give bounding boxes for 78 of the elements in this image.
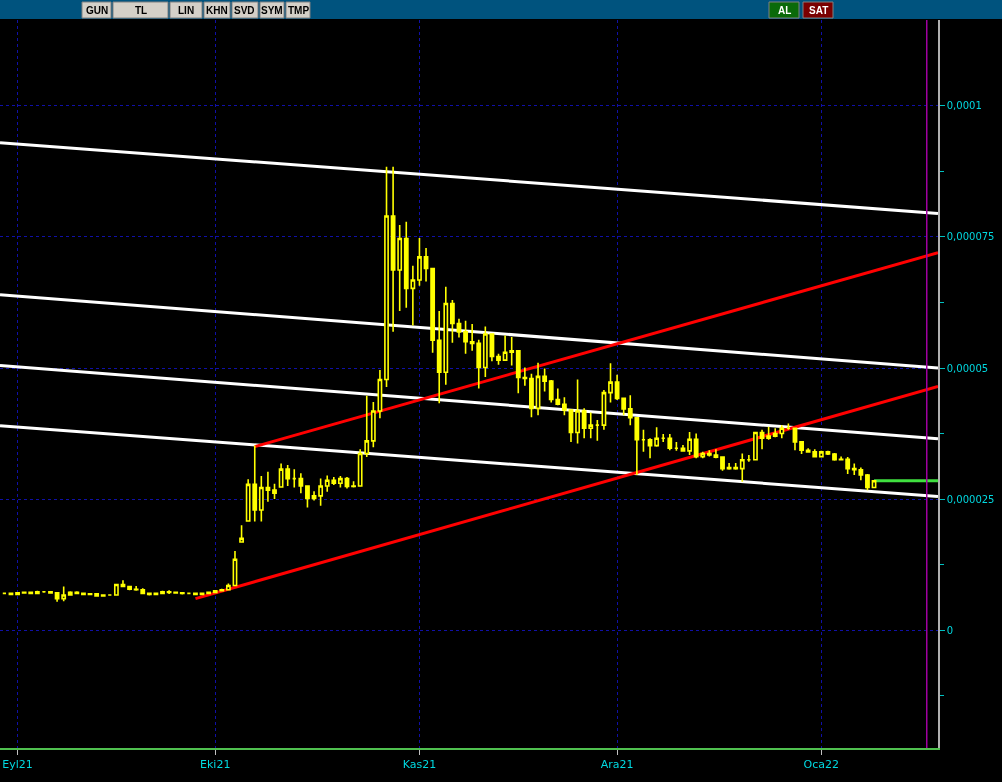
candlestick bbox=[529, 372, 534, 419]
candlestick bbox=[575, 378, 580, 445]
candlestick bbox=[832, 452, 837, 462]
x-tick-label: Kas21 bbox=[402, 757, 437, 771]
candlestick bbox=[496, 353, 501, 366]
y-tick-label: 0,000025 bbox=[946, 493, 995, 505]
y-tick-label: 0,000075 bbox=[946, 231, 995, 243]
candlestick bbox=[311, 490, 317, 502]
candlestick bbox=[818, 450, 824, 458]
candlestick bbox=[160, 589, 165, 595]
candlestick bbox=[298, 472, 304, 495]
candlestick bbox=[792, 427, 798, 452]
candlestick bbox=[739, 452, 745, 483]
candlestick bbox=[753, 431, 758, 461]
candlestick bbox=[561, 396, 567, 416]
text: KHN bbox=[206, 5, 228, 16]
candlestick bbox=[641, 429, 646, 453]
candlestick bbox=[654, 426, 660, 448]
text: AL bbox=[778, 5, 792, 16]
text: GUN bbox=[86, 5, 109, 16]
candlestick bbox=[265, 470, 271, 503]
candlestick bbox=[759, 429, 765, 451]
candlestick bbox=[667, 433, 673, 452]
candlestick bbox=[113, 583, 119, 597]
candlestick bbox=[377, 369, 383, 420]
text: TL bbox=[135, 5, 148, 16]
text: LIN bbox=[178, 5, 195, 16]
y-tick-label: 0 bbox=[946, 624, 954, 636]
candlestick bbox=[647, 437, 653, 459]
candlestick bbox=[120, 579, 126, 588]
candlestick bbox=[34, 589, 40, 595]
candlestick bbox=[449, 299, 455, 344]
candlestick bbox=[305, 485, 310, 509]
candlestick bbox=[687, 431, 692, 456]
candlestick bbox=[100, 593, 106, 598]
candlestick bbox=[15, 591, 20, 596]
candlestick bbox=[318, 477, 324, 507]
candlestick bbox=[608, 362, 613, 404]
candlestick bbox=[351, 480, 356, 489]
candlestick bbox=[48, 590, 53, 594]
text: SYM bbox=[261, 5, 283, 16]
candlestick bbox=[272, 483, 277, 500]
candlestick bbox=[799, 441, 804, 455]
x-tick-label: Eki21 bbox=[200, 757, 231, 771]
y-tick-label: 0,00005 bbox=[946, 362, 989, 374]
candlestick bbox=[463, 320, 468, 355]
candlestick bbox=[706, 449, 712, 458]
candlestick bbox=[542, 367, 548, 393]
text: SAT bbox=[809, 5, 829, 16]
candlestick bbox=[720, 455, 725, 472]
candlestick bbox=[680, 444, 686, 453]
candlestick bbox=[535, 361, 541, 416]
candlestick bbox=[417, 237, 422, 287]
candlestick bbox=[430, 267, 436, 354]
text: TMP bbox=[288, 5, 310, 16]
y-tick-label: 0,0001 bbox=[946, 100, 982, 112]
text: SVD bbox=[234, 5, 255, 16]
candlestick bbox=[568, 409, 574, 443]
candlestick bbox=[713, 448, 719, 459]
candlestick bbox=[337, 475, 343, 489]
candlestick bbox=[865, 473, 870, 491]
candlestick bbox=[370, 401, 376, 448]
x-tick-label: Oca22 bbox=[803, 757, 840, 771]
x-tick-label: Ara21 bbox=[600, 757, 634, 771]
x-tick-label: Eyl21 bbox=[2, 757, 33, 771]
candlestick bbox=[127, 585, 132, 592]
candlestick bbox=[239, 524, 244, 543]
candlestick bbox=[258, 475, 264, 523]
candlestick bbox=[673, 441, 679, 452]
candlestick bbox=[456, 317, 462, 339]
candlestick bbox=[423, 247, 429, 283]
candlestick bbox=[225, 582, 231, 591]
candlestick bbox=[482, 325, 488, 378]
candlestick bbox=[594, 419, 600, 442]
candlestick bbox=[766, 425, 772, 441]
candlestick bbox=[384, 165, 389, 388]
candlestick bbox=[291, 468, 297, 489]
candlestick bbox=[94, 592, 100, 598]
